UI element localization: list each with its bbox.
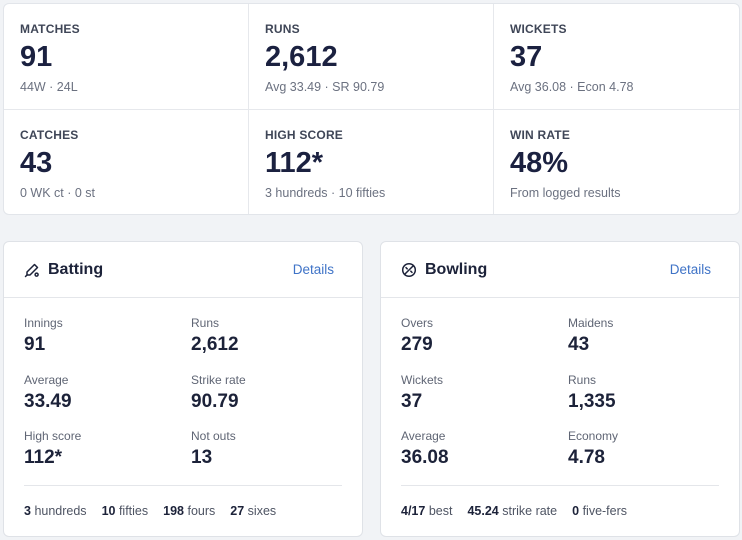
metric-label: Economy	[568, 429, 619, 443]
metric-label: Overs	[401, 316, 434, 330]
bowling-title-group: Bowling	[401, 261, 487, 279]
metric-label: High score	[24, 429, 82, 443]
stat-sub: Avg 36.08 · Econ 4.78	[510, 80, 634, 94]
stat-label: WICKETS	[510, 22, 567, 36]
stat-value: 43	[20, 147, 53, 179]
metric-value: 43	[568, 334, 590, 355]
metric-overs: Overs 279	[401, 316, 568, 373]
footer-fifties: 10 fifties	[101, 504, 149, 518]
stat-label: RUNS	[265, 22, 300, 36]
bowling-card-header: Bowling Details	[381, 242, 739, 298]
stat-catches: CATCHES 43 0 WK ct · 0 st	[4, 110, 249, 214]
metric-runs: Runs 2,612	[191, 316, 362, 373]
metric-value: 279	[401, 334, 433, 355]
stat-value: 48%	[510, 147, 569, 179]
bowling-divider	[401, 485, 719, 486]
metric-value: 91	[24, 334, 46, 355]
stat-label: HIGH SCORE	[265, 128, 344, 142]
cricket-ball-icon	[401, 262, 417, 278]
metric-value: 36.08	[401, 447, 449, 468]
metric-value: 13	[191, 447, 213, 468]
stat-label: WIN RATE	[510, 128, 571, 142]
metric-label: Average	[401, 429, 446, 443]
metric-value: 112*	[24, 447, 63, 468]
stat-label: MATCHES	[20, 22, 80, 36]
batting-card-header: Batting Details	[4, 242, 362, 298]
metric-maidens: Maidens 43	[568, 316, 739, 373]
metric-average: Average 33.49	[24, 373, 191, 430]
metric-value: 90.79	[191, 390, 239, 412]
cricket-bat-icon	[24, 262, 40, 278]
metric-value: 4.78	[568, 447, 605, 468]
footer-fours: 198 fours	[163, 504, 216, 518]
metric-runs-conceded: Runs 1,335	[568, 373, 739, 430]
bowling-card-title: Bowling	[425, 260, 488, 278]
metric-economy: Economy 4.78	[568, 429, 739, 486]
footer-hundreds: 3 hundreds	[24, 504, 87, 518]
metric-value: 33.49	[24, 390, 72, 412]
metric-value: 37	[401, 390, 423, 412]
metric-wickets: Wickets 37	[401, 373, 568, 430]
stat-wickets: WICKETS 37 Avg 36.08 · Econ 4.78	[494, 4, 739, 110]
metric-high-score: High score 112*	[24, 429, 191, 486]
bowling-metrics: Overs 279 Maidens 43 Wickets 37 Runs 1,3…	[381, 298, 739, 486]
summary-stats-grid: MATCHES 91 44W · 24L RUNS 2,612 Avg 33.4…	[3, 3, 740, 215]
metric-label: Strike rate	[191, 372, 246, 387]
stat-sub: 0 WK ct · 0 st	[20, 186, 96, 200]
footer-sixes: 27 sixes	[230, 504, 277, 518]
batting-card: Batting Details Innings 91 Runs 2,612 Av…	[3, 241, 363, 537]
batting-card-title: Batting	[48, 260, 104, 278]
metric-value: 1,335	[568, 390, 616, 412]
footer-best: 4/17 best	[401, 504, 453, 518]
metric-label: Average	[24, 372, 69, 387]
stat-value: 112*	[265, 147, 324, 179]
stat-runs: RUNS 2,612 Avg 33.49 · SR 90.79	[249, 4, 494, 110]
stat-matches: MATCHES 91 44W · 24L	[4, 4, 249, 110]
metric-label: Innings	[24, 316, 63, 330]
metric-bowling-average: Average 36.08	[401, 429, 568, 486]
footer-strike-rate: 45.24 strike rate	[467, 504, 558, 518]
metric-label: Maidens	[568, 316, 614, 330]
stat-sub: From logged results	[510, 186, 621, 200]
stat-value: 91	[20, 41, 53, 73]
stat-sub: Avg 33.49 · SR 90.79	[265, 80, 385, 94]
metric-label: Runs	[568, 372, 597, 387]
bowling-card: Bowling Details Overs 279 Maidens 43 Wic…	[380, 241, 740, 537]
batting-footer-summary: 3 hundreds 10 fifties 198 fours 27 sixes	[24, 504, 276, 518]
stat-value: 37	[510, 41, 543, 73]
bowling-details-link[interactable]: Details	[669, 262, 711, 277]
batting-divider	[24, 485, 342, 486]
stat-label: CATCHES	[20, 128, 79, 142]
metric-label: Not outs	[191, 429, 236, 443]
batting-details-link[interactable]: Details	[292, 262, 334, 277]
footer-five-fers: 0 five-fers	[572, 504, 628, 518]
metric-value: 2,612	[191, 334, 239, 355]
stat-value: 2,612	[265, 41, 338, 73]
stat-high-score: HIGH SCORE 112* 3 hundreds · 10 fifties	[249, 110, 494, 214]
metric-label: Wickets	[401, 372, 443, 387]
stat-sub: 44W · 24L	[20, 80, 78, 94]
stat-sub: 3 hundreds · 10 fifties	[265, 186, 386, 200]
metric-not-outs: Not outs 13	[191, 429, 362, 486]
metric-label: Runs	[191, 316, 220, 330]
batting-metrics: Innings 91 Runs 2,612 Average 33.49 Stri…	[4, 298, 362, 486]
metric-innings: Innings 91	[24, 316, 191, 373]
bowling-footer-summary: 4/17 best 45.24 strike rate 0 five-fers	[401, 504, 627, 518]
stat-win-rate: WIN RATE 48% From logged results	[494, 110, 739, 214]
metric-strike-rate: Strike rate 90.79	[191, 373, 362, 430]
batting-title-group: Batting	[24, 261, 103, 279]
